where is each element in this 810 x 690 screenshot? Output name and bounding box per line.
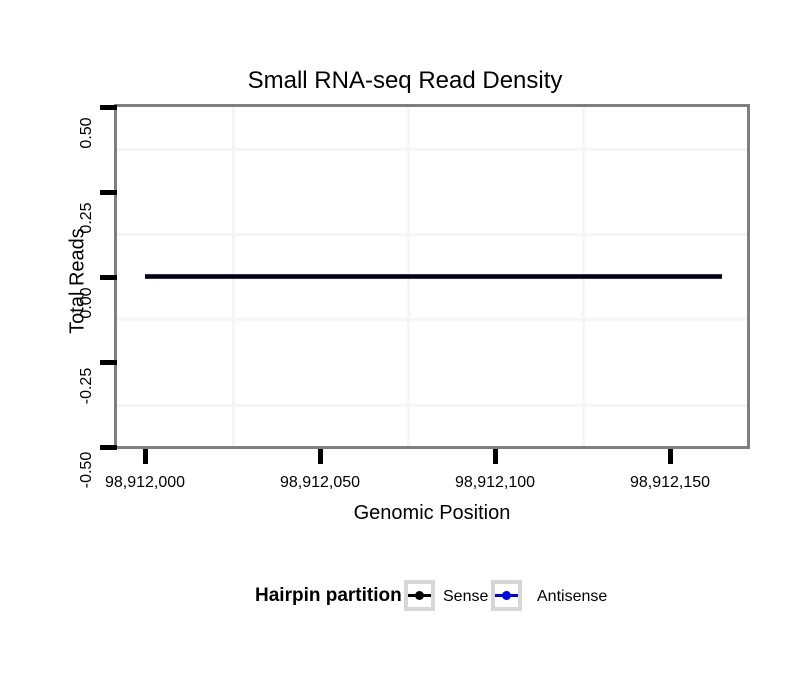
gridline-minor-horizontal — [117, 318, 747, 321]
y-tick-label: 0.50 — [78, 117, 95, 149]
y-tick-label: -0.25 — [78, 367, 95, 405]
legend-key-antisense — [491, 580, 522, 611]
legend-title: Hairpin partition — [255, 585, 402, 606]
x-axis-tick — [317, 449, 323, 464]
x-axis-tick — [667, 449, 673, 464]
y-tick-label: 0.25 — [78, 202, 95, 234]
x-axis-title: Genomic Position — [353, 502, 511, 524]
x-tick-label: 98,912,000 — [104, 474, 186, 491]
series-line-sense-antisense-overlap — [145, 274, 722, 279]
x-tick-label: 98,912,050 — [279, 474, 361, 491]
sense-point-glyph — [415, 591, 424, 600]
x-tick-label: 98,912,150 — [629, 474, 711, 491]
legend-label-antisense: Antisense — [537, 588, 608, 605]
y-axis-tick — [100, 274, 117, 280]
y-axis-tick — [100, 359, 117, 365]
y-axis-tick — [100, 444, 117, 450]
x-axis-tick — [142, 449, 148, 464]
x-tick-label: 98,912,100 — [454, 474, 536, 491]
gridline-minor-horizontal — [117, 148, 747, 151]
y-axis-tick — [100, 104, 117, 110]
gridline-minor-horizontal — [117, 404, 747, 407]
x-axis-tick — [492, 449, 498, 464]
legend-key-sense — [404, 580, 435, 611]
y-tick-label: 0.00 — [78, 287, 95, 319]
legend-label-sense: Sense — [443, 588, 489, 605]
antisense-point-glyph — [502, 591, 511, 600]
gridline-minor-horizontal — [117, 233, 747, 236]
y-axis-tick — [100, 189, 117, 195]
chart-title: Small RNA-seq Read Density — [247, 67, 563, 94]
plot-panel — [114, 104, 750, 449]
